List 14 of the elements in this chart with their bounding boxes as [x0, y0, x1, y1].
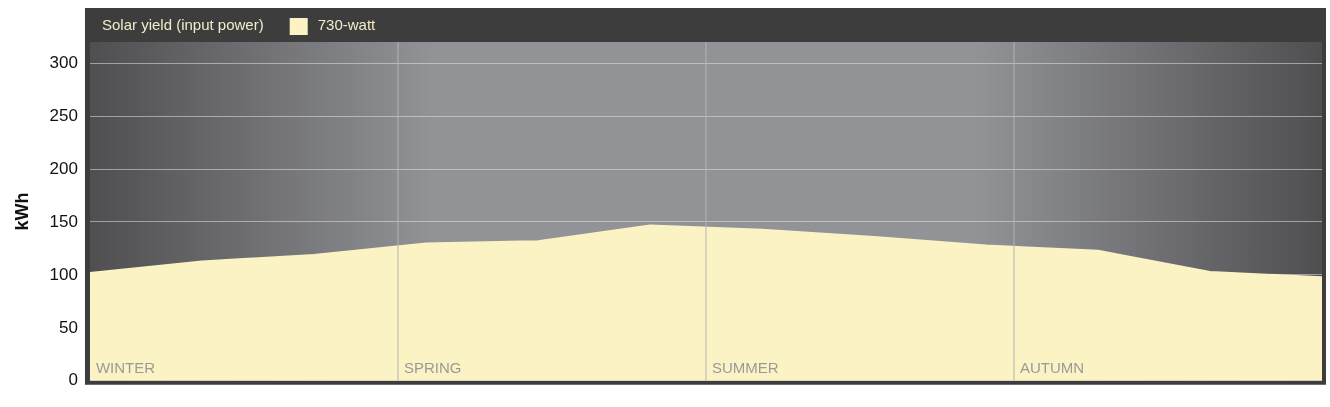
- annotation: AUTUMN: [1019, 359, 1085, 377]
- annotation: WINTER: [95, 359, 156, 377]
- y-tick-label: 150: [49, 211, 78, 231]
- legend-title: Solar yield (input power): [101, 16, 264, 34]
- y-tick-label: 0: [68, 370, 78, 390]
- y-tick-label: 200: [49, 158, 78, 178]
- y-tick-label: 300: [49, 52, 78, 72]
- y-tick-label: 50: [59, 317, 78, 337]
- y-axis-title: kWh: [11, 192, 32, 231]
- legend-label: 730-watt: [317, 16, 377, 34]
- annotation: SPRING: [403, 359, 462, 377]
- y-tick-label: 250: [49, 105, 78, 125]
- annotation: SUMMER: [711, 359, 779, 377]
- y-tick-label: 100: [49, 264, 78, 284]
